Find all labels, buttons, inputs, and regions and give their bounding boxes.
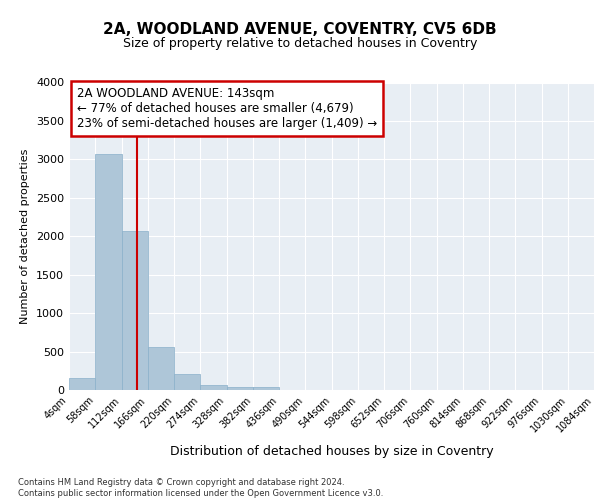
Bar [174, 374, 200, 390]
Y-axis label: Number of detached properties: Number of detached properties [20, 148, 31, 324]
Bar [200, 384, 227, 390]
Text: Size of property relative to detached houses in Coventry: Size of property relative to detached ho… [123, 38, 477, 51]
Bar [253, 387, 279, 390]
Bar [121, 231, 148, 390]
Text: Contains HM Land Registry data © Crown copyright and database right 2024.
Contai: Contains HM Land Registry data © Crown c… [18, 478, 383, 498]
Text: 2A, WOODLAND AVENUE, COVENTRY, CV5 6DB: 2A, WOODLAND AVENUE, COVENTRY, CV5 6DB [103, 22, 497, 38]
X-axis label: Distribution of detached houses by size in Coventry: Distribution of detached houses by size … [170, 445, 493, 458]
Text: 2A WOODLAND AVENUE: 143sqm
← 77% of detached houses are smaller (4,679)
23% of s: 2A WOODLAND AVENUE: 143sqm ← 77% of deta… [77, 87, 377, 130]
Bar [148, 347, 174, 390]
Bar [227, 387, 253, 390]
Bar [69, 378, 95, 390]
Bar [95, 154, 121, 390]
